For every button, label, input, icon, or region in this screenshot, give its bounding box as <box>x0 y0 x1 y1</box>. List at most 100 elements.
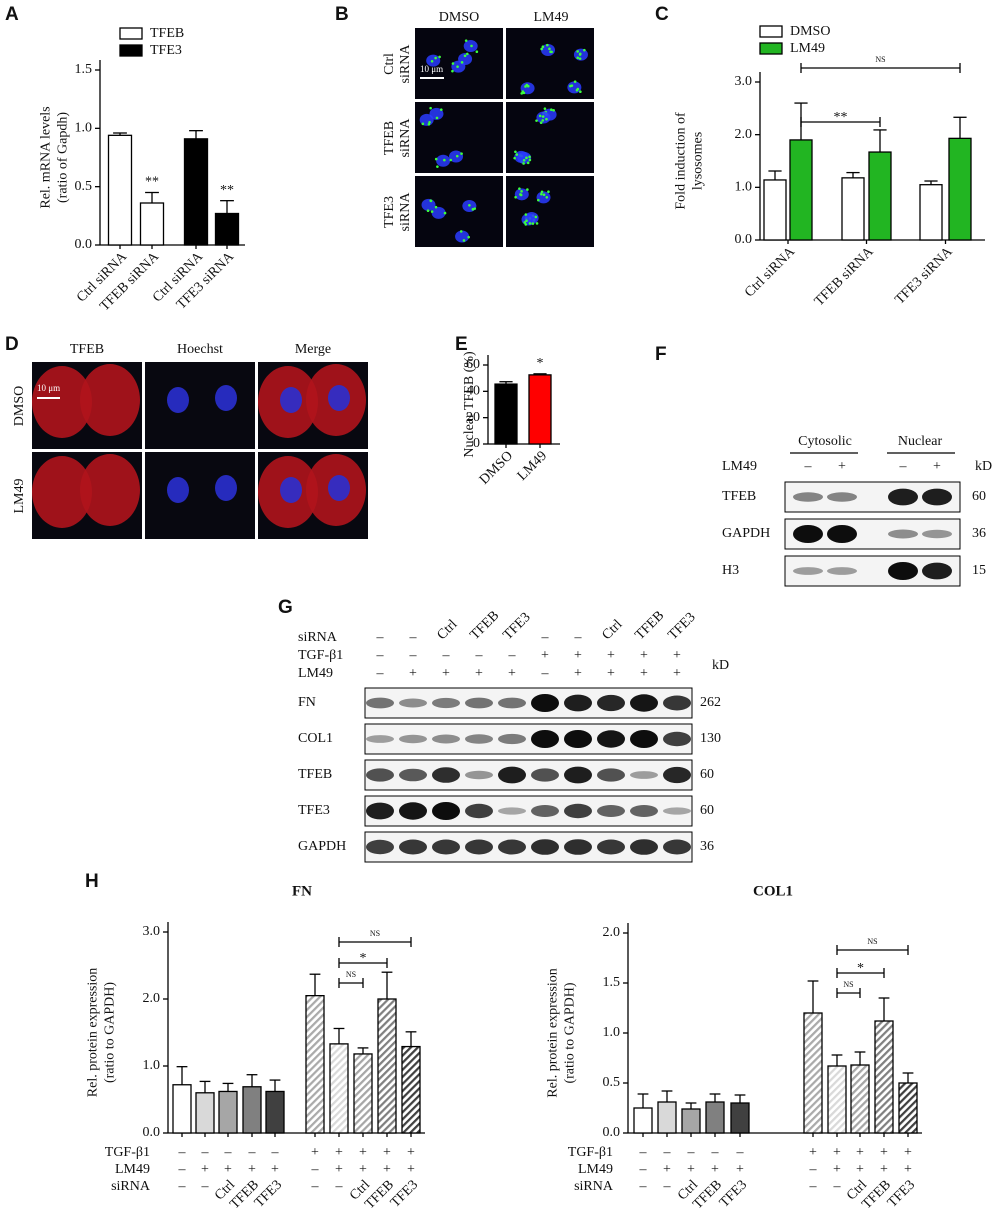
band <box>827 492 857 502</box>
condition-value: – <box>248 1145 257 1160</box>
lysosome <box>550 108 553 111</box>
nucleus <box>524 212 539 225</box>
lysosome <box>583 48 586 52</box>
condition-value: + <box>833 1145 841 1160</box>
condition-value: + <box>904 1162 912 1177</box>
lysosome <box>427 123 431 126</box>
x-tick-label: TFE3 siRNA <box>892 244 956 308</box>
sign: + <box>933 459 941 474</box>
lysosome <box>545 195 549 199</box>
lysosome <box>528 158 532 162</box>
condition-value: + <box>224 1162 232 1177</box>
lysosome <box>449 158 453 162</box>
y-tick-label: 2.0 <box>735 127 753 142</box>
band <box>366 802 394 820</box>
cell <box>80 454 140 526</box>
band <box>399 698 427 708</box>
condition-value: – <box>311 1162 320 1177</box>
cell <box>32 366 92 438</box>
condition-value: – <box>833 1179 842 1194</box>
y-tick-label: 0 <box>473 436 480 451</box>
condition-value: – <box>335 1179 344 1194</box>
band <box>432 697 460 709</box>
lysosome <box>526 161 530 165</box>
significance: NS <box>370 929 380 938</box>
lysosome <box>434 205 438 209</box>
bar <box>242 1086 262 1134</box>
condition-value: – <box>376 648 385 663</box>
band <box>630 839 658 855</box>
y-axis-label: (ratio to GAPDH) <box>563 982 578 1083</box>
nucleus <box>429 107 444 120</box>
y-tick-label: 0.0 <box>143 1125 161 1140</box>
lysosome <box>549 50 552 54</box>
condition-value: + <box>663 1162 671 1177</box>
panel-label: D <box>5 334 19 355</box>
condition-value: TFE3 <box>500 610 533 643</box>
band <box>663 807 691 815</box>
lysosome <box>438 55 441 59</box>
cell <box>80 364 140 436</box>
condition-value: – <box>376 666 385 681</box>
bar <box>353 1053 373 1134</box>
treatment-label: LM49 <box>722 459 757 474</box>
condition-value: TFE3 <box>665 610 698 643</box>
legend-swatch <box>759 42 783 55</box>
lysosome <box>462 239 466 242</box>
band <box>922 488 952 506</box>
band <box>564 730 592 748</box>
nucleus <box>436 154 451 167</box>
condition-value: + <box>880 1162 888 1177</box>
band <box>597 768 625 782</box>
row-label: TFE3 <box>382 196 397 228</box>
condition-value: + <box>687 1162 695 1177</box>
band <box>597 805 625 817</box>
band <box>465 803 493 819</box>
lysosome <box>470 44 473 48</box>
band <box>531 839 559 855</box>
y-tick-label: 1.0 <box>75 121 93 136</box>
condition-value: – <box>201 1179 210 1194</box>
micrograph <box>506 176 594 247</box>
condition-value: – <box>178 1145 187 1160</box>
lysosome <box>522 162 525 165</box>
band <box>432 734 460 744</box>
column-header: Nuclear <box>898 434 943 449</box>
condition-value: – <box>409 648 418 663</box>
bar <box>195 1092 215 1134</box>
bar <box>919 184 943 241</box>
kd-label: 60 <box>700 803 714 818</box>
condition-value: TFE3 <box>388 1177 421 1210</box>
condition-name: TGF-β1 <box>568 1145 613 1160</box>
condition-value: TFE3 <box>717 1177 750 1210</box>
blot <box>364 723 693 755</box>
bar <box>827 1065 847 1134</box>
condition-value: + <box>335 1145 343 1160</box>
x-tick-label: LM49 <box>515 448 550 483</box>
bar <box>874 1020 894 1134</box>
band <box>564 694 592 712</box>
condition-value: – <box>687 1145 696 1160</box>
bar <box>948 137 972 241</box>
condition-value: + <box>607 648 615 663</box>
lysosome <box>548 47 551 51</box>
y-tick-label: 2.0 <box>143 991 161 1006</box>
nucleus <box>517 151 532 164</box>
condition-value: + <box>475 666 483 681</box>
x-tick-label: TFEB siRNA <box>812 244 877 309</box>
band <box>465 770 493 780</box>
band <box>399 802 427 820</box>
condition-value: + <box>673 666 681 681</box>
lysosome <box>515 153 519 156</box>
lysosome <box>464 39 468 42</box>
lysosome <box>514 195 517 199</box>
bar <box>265 1090 285 1134</box>
lysosome <box>430 59 434 63</box>
y-tick-label: 1.5 <box>603 975 621 990</box>
x-tick-label: Ctrl siRNA <box>742 244 799 301</box>
lysosome <box>434 56 437 60</box>
bar <box>183 138 209 246</box>
y-tick-label: 0.5 <box>75 179 93 194</box>
lysosome <box>543 107 547 110</box>
band <box>432 839 460 855</box>
